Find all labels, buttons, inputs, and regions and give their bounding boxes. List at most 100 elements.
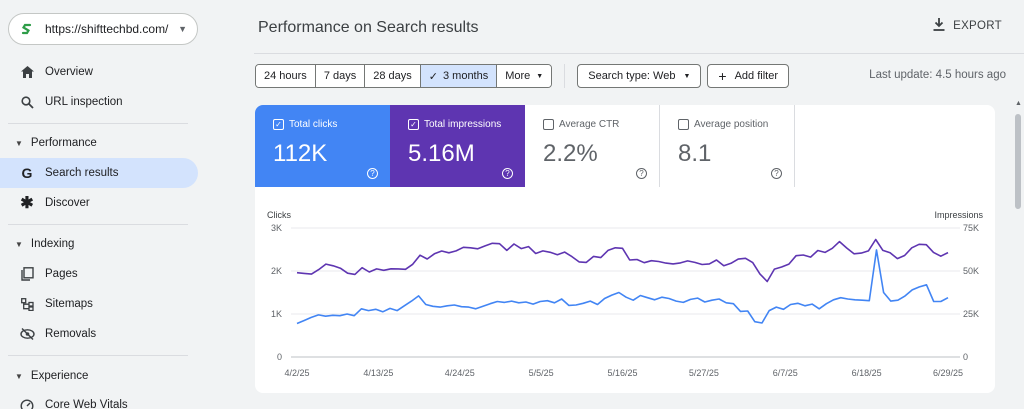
sidebar: https://shifttechbd.com/ ▼ Overview URL …	[0, 0, 206, 409]
gauge-icon	[19, 397, 35, 409]
section-performance[interactable]: ▼ Performance	[0, 131, 97, 155]
metric-total-clicks[interactable]: ✓ Total clicks 112K ?	[255, 105, 390, 187]
filter-toolbar: 24 hours 7 days 28 days ✓ 3 months More ▼ …	[255, 64, 795, 88]
page-title: Performance on Search results	[258, 19, 479, 36]
x-tick-label: 6/29/25	[933, 368, 963, 378]
help-icon[interactable]: ?	[502, 168, 513, 179]
left-axis-title: Clicks	[267, 210, 291, 220]
help-icon[interactable]: ?	[367, 168, 378, 179]
x-tick-label: 4/13/25	[363, 368, 393, 378]
main-content: Performance on Search results EXPORT 24 …	[206, 0, 1024, 409]
sidebar-item-label: Discover	[45, 197, 90, 209]
asterisk-icon: ✱	[20, 195, 34, 212]
sidebar-item-label: Sitemaps	[45, 298, 93, 310]
metric-label: Total impressions	[424, 119, 502, 130]
metric-average-ctr[interactable]: Average CTR 2.2% ?	[525, 105, 660, 187]
property-url: https://shifttechbd.com/	[45, 22, 169, 36]
collapse-icon: ▼	[15, 371, 23, 381]
sidebar-item-pages[interactable]: Pages	[0, 259, 198, 289]
metric-value: 112K	[273, 140, 328, 167]
left-tick-label: 3K	[271, 223, 282, 233]
search-type-dropdown[interactable]: Search type: Web ▼	[577, 64, 702, 88]
x-tick-label: 4/2/25	[284, 368, 309, 378]
divider	[8, 123, 188, 124]
chevron-down-icon: ▼	[178, 24, 187, 34]
sitemap-icon	[19, 296, 35, 312]
metric-value: 5.16M	[408, 140, 475, 167]
more-ranges-button[interactable]: More ▼	[497, 65, 552, 87]
home-icon	[19, 64, 35, 80]
scrollbar[interactable]: ▲	[1012, 96, 1024, 409]
checkbox-checked-icon: ✓	[273, 119, 284, 130]
site-logo-icon	[19, 21, 35, 37]
right-tick-label: 75K	[963, 223, 979, 233]
x-tick-label: 4/24/25	[445, 368, 475, 378]
help-icon[interactable]: ?	[771, 168, 782, 179]
sidebar-item-label: Overview	[45, 66, 93, 78]
x-tick-label: 5/5/25	[529, 368, 554, 378]
metric-value: 2.2%	[543, 140, 598, 167]
header-divider	[254, 53, 1024, 54]
export-button[interactable]: EXPORT	[933, 18, 1002, 34]
property-selector[interactable]: https://shifttechbd.com/ ▼	[8, 13, 198, 45]
section-label: Experience	[30, 370, 89, 382]
last-update-text: Last update: 4.5 hours ago	[869, 69, 1006, 81]
checkbox-unchecked-icon	[678, 119, 689, 130]
export-label: EXPORT	[953, 20, 1002, 32]
metric-label: Average CTR	[559, 119, 620, 130]
sidebar-item-removals[interactable]: Removals	[0, 319, 198, 349]
left-tick-label: 1K	[271, 309, 282, 319]
sidebar-item-discover[interactable]: ✱ Discover	[0, 188, 198, 218]
checkbox-unchecked-icon	[543, 119, 554, 130]
sidebar-item-core-web-vitals[interactable]: Core Web Vitals	[0, 390, 198, 409]
sidebar-item-label: URL inspection	[45, 96, 123, 108]
sidebar-item-label: Core Web Vitals	[45, 399, 128, 409]
download-icon	[933, 18, 945, 34]
scrollbar-thumb[interactable]	[1015, 114, 1021, 209]
collapse-icon: ▼	[15, 138, 23, 148]
plus-icon: +	[718, 68, 727, 84]
performance-card: ✓ Total clicks 112K ? ✓ Total impressions …	[255, 105, 995, 393]
section-indexing[interactable]: ▼ Indexing	[0, 232, 74, 256]
chevron-down-icon: ▼	[683, 72, 691, 80]
divider	[564, 64, 566, 88]
right-tick-label: 50K	[963, 266, 979, 276]
right-tick-label: 25K	[963, 309, 979, 319]
divider	[8, 224, 188, 225]
metric-label: Total clicks	[289, 119, 338, 130]
date-range-selector: 24 hours 7 days 28 days ✓ 3 months More ▼	[255, 64, 553, 88]
sidebar-item-url-inspection[interactable]: URL inspection	[0, 87, 198, 117]
help-icon[interactable]: ?	[636, 168, 647, 179]
left-tick-label: 2K	[271, 266, 282, 276]
performance-chart[interactable]: Clicks Impressions 0 0 1K 25K 2K 50K 3K 75K 4/2/25…	[255, 200, 995, 380]
add-filter-button[interactable]: + Add filter	[707, 64, 790, 88]
x-tick-label: 5/27/25	[689, 368, 719, 378]
sidebar-item-label: Removals	[45, 328, 97, 340]
section-experience[interactable]: ▼ Experience	[0, 364, 88, 388]
series-line-impressions	[296, 238, 949, 283]
sidebar-item-overview[interactable]: Overview	[0, 57, 198, 87]
divider	[8, 355, 188, 356]
x-tick-label: 6/18/25	[852, 368, 882, 378]
x-tick-label: 6/7/25	[773, 368, 798, 378]
metric-average-position[interactable]: Average position 8.1 ?	[660, 105, 795, 187]
collapse-icon: ▼	[15, 239, 23, 249]
metric-label: Average position	[694, 119, 769, 130]
metric-total-impressions[interactable]: ✓ Total impressions 5.16M ?	[390, 105, 525, 187]
range-7-days[interactable]: 7 days	[315, 65, 366, 87]
chevron-down-icon: ▼	[536, 72, 544, 80]
sidebar-item-search-results[interactable]: G Search results	[0, 158, 198, 188]
range-28-days[interactable]: 28 days	[365, 65, 421, 87]
sidebar-item-sitemaps[interactable]: Sitemaps	[0, 289, 198, 319]
search-icon	[19, 94, 35, 110]
checkbox-checked-icon: ✓	[408, 119, 419, 130]
right-axis-title: Impressions	[934, 210, 983, 220]
left-tick-label: 0	[277, 352, 282, 362]
x-tick-label: 5/16/25	[607, 368, 637, 378]
right-tick-label: 0	[963, 352, 968, 362]
section-label: Performance	[30, 137, 97, 149]
range-24-hours[interactable]: 24 hours	[256, 65, 316, 87]
range-3-months[interactable]: ✓ 3 months	[420, 65, 498, 87]
pages-icon	[19, 266, 35, 282]
section-label: Indexing	[30, 238, 75, 250]
